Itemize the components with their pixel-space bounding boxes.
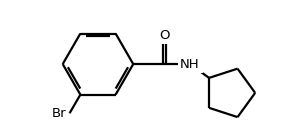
Text: NH: NH (180, 58, 200, 71)
Text: O: O (159, 29, 169, 42)
Text: Br: Br (52, 107, 67, 120)
